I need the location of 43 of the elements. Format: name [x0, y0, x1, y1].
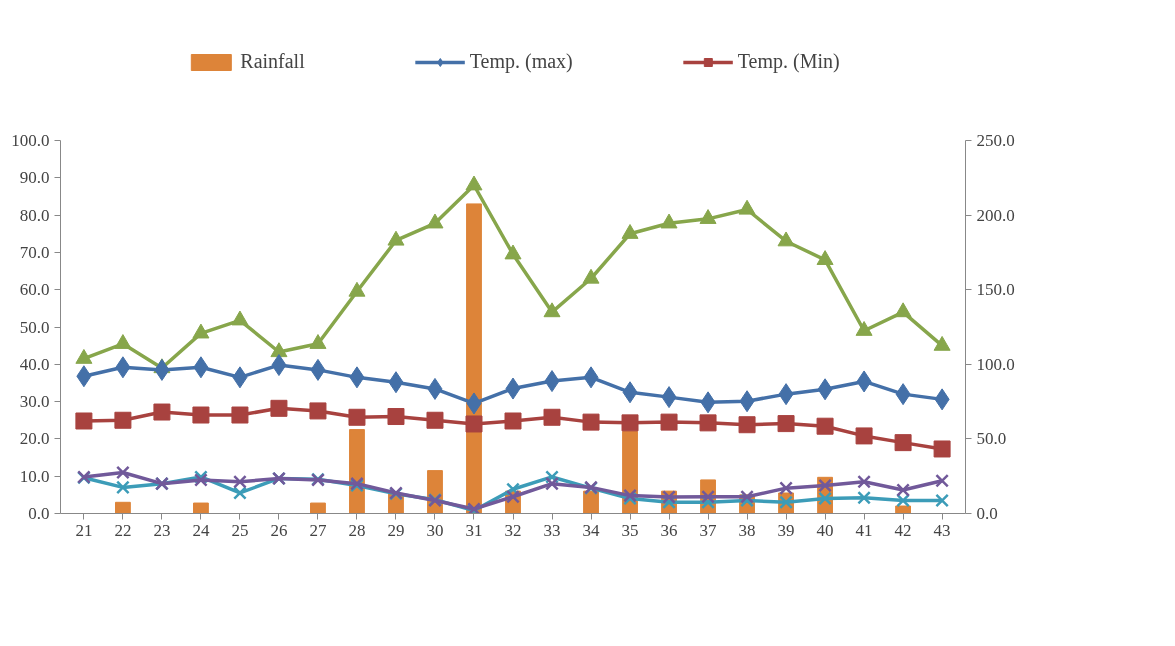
y2-tick-label: 250.0 — [976, 131, 1015, 150]
y-tick-label: 20.0 — [19, 429, 50, 449]
x-tick-label: 25 — [231, 520, 249, 540]
x-tick-label: 36 — [660, 520, 678, 540]
y2-tick-label: 0.0 — [976, 504, 998, 523]
x-tick-label: 31 — [465, 520, 483, 540]
x-tick-label: 35 — [621, 520, 639, 540]
x-tick-label: 42 — [894, 520, 912, 540]
x-tick-label: 40 — [816, 520, 834, 540]
x-tick-label: 38 — [738, 520, 756, 540]
y2-tick-label: 50.0 — [976, 429, 1007, 449]
y-tick-label: 30.0 — [19, 392, 50, 412]
x-tick-label: 23 — [153, 520, 171, 540]
x-tick-label: 29 — [387, 520, 405, 540]
y-tick-label: 80.0 — [19, 205, 50, 225]
y-tick-label: 50.0 — [19, 317, 50, 337]
y-tick-label: 90.0 — [19, 168, 50, 188]
x-tick-label: 39 — [777, 520, 795, 540]
x-tick-label: 22 — [114, 520, 132, 540]
y-tick-label: 10.0 — [19, 466, 50, 486]
y2-tick-label: 150.0 — [976, 280, 1015, 300]
x-tick-label: 33 — [543, 520, 561, 540]
y-tick-label: 70.0 — [19, 242, 50, 262]
x-tick-label: 34 — [582, 520, 601, 540]
x-tick-label: 26 — [270, 520, 288, 540]
legend-label: Rainfall — [240, 50, 305, 73]
y2-tick-label: 100.0 — [976, 354, 1015, 374]
x-tick-label: 37 — [699, 520, 718, 540]
x-tick-label: 24 — [192, 520, 210, 540]
y-tick-label: 100.0 — [11, 131, 50, 150]
y-tick-label: 40.0 — [19, 354, 50, 374]
y-tick-label: 60.0 — [19, 280, 50, 300]
legend-label: Temp. (Min) — [737, 50, 840, 73]
x-tick-label: 21 — [75, 520, 93, 540]
x-tick-label: 30 — [426, 520, 444, 540]
y-tick-label: 0.0 — [28, 504, 50, 523]
x-tick-label: 28 — [348, 520, 366, 540]
x-tick-label: 27 — [309, 520, 327, 540]
x-tick-label: 43 — [933, 520, 951, 540]
legend-label: Temp. (max) — [469, 50, 573, 73]
y2-tick-label: 200.0 — [976, 205, 1015, 225]
x-tick-label: 41 — [855, 520, 873, 540]
x-tick-label: 32 — [504, 520, 522, 540]
